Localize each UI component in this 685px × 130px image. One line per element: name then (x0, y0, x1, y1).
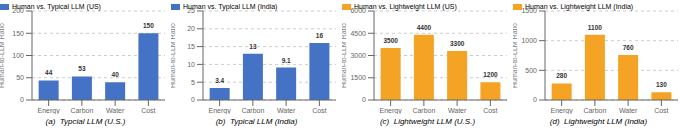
svg-text:Water: Water (277, 107, 296, 114)
svg-text:Human-to-LLM Ratio: Human-to-LLM Ratio (171, 23, 176, 88)
svg-text:150: 150 (12, 30, 24, 37)
svg-text:3.4: 3.4 (215, 77, 224, 84)
svg-text:1500: 1500 (521, 7, 537, 14)
svg-text:4500: 4500 (350, 30, 366, 37)
svg-text:10: 10 (187, 61, 195, 68)
svg-text:100: 100 (12, 52, 24, 59)
svg-text:4400: 4400 (417, 24, 432, 31)
svg-text:16: 16 (316, 32, 324, 39)
svg-text:1000: 1000 (521, 37, 537, 44)
svg-text:0: 0 (20, 96, 24, 103)
svg-text:Carbon: Carbon (241, 107, 264, 114)
svg-text:3500: 3500 (383, 37, 398, 44)
svg-text:Cost: Cost (654, 107, 668, 114)
svg-text:Human-to-LLM Ratio: Human-to-LLM Ratio (513, 23, 518, 88)
svg-text:9.1: 9.1 (282, 57, 291, 64)
svg-text:Cost: Cost (312, 107, 326, 114)
svg-text:Cost: Cost (141, 107, 155, 114)
svg-text:Energy: Energy (551, 107, 574, 114)
svg-text:0: 0 (191, 96, 195, 103)
svg-text:5: 5 (191, 79, 195, 86)
svg-text:6000: 6000 (350, 7, 366, 14)
svg-text:Energy: Energy (38, 107, 61, 114)
svg-text:1500: 1500 (350, 74, 366, 81)
svg-text:50: 50 (16, 74, 24, 81)
svg-text:3300: 3300 (450, 40, 465, 47)
svg-text:1200: 1200 (483, 71, 498, 78)
svg-text:53: 53 (78, 65, 86, 72)
svg-text:Energy: Energy (209, 107, 232, 114)
svg-text:Human-to-LLM Ratio: Human-to-LLM Ratio (342, 23, 347, 88)
svg-text:0: 0 (362, 96, 366, 103)
svg-text:3000: 3000 (350, 52, 366, 59)
svg-text:0: 0 (533, 96, 537, 103)
svg-text:25: 25 (187, 7, 195, 14)
svg-text:Water: Water (619, 107, 638, 114)
svg-text:Carbon: Carbon (70, 107, 93, 114)
svg-text:20: 20 (187, 25, 195, 32)
svg-text:150: 150 (143, 22, 154, 29)
svg-text:44: 44 (45, 69, 53, 76)
svg-text:15: 15 (187, 43, 195, 50)
svg-text:13: 13 (249, 43, 257, 50)
svg-text:Carbon: Carbon (583, 107, 606, 114)
svg-text:Water: Water (448, 107, 467, 114)
svg-text:Water: Water (106, 107, 125, 114)
svg-text:760: 760 (623, 44, 634, 51)
svg-text:280: 280 (556, 72, 567, 79)
svg-text:Carbon: Carbon (412, 107, 435, 114)
svg-text:Cost: Cost (483, 107, 497, 114)
svg-text:40: 40 (112, 71, 120, 78)
svg-text:Energy: Energy (380, 107, 403, 114)
svg-text:1100: 1100 (588, 24, 602, 31)
svg-text:130: 130 (656, 81, 667, 88)
svg-text:500: 500 (525, 67, 537, 74)
svg-text:200: 200 (12, 7, 24, 14)
